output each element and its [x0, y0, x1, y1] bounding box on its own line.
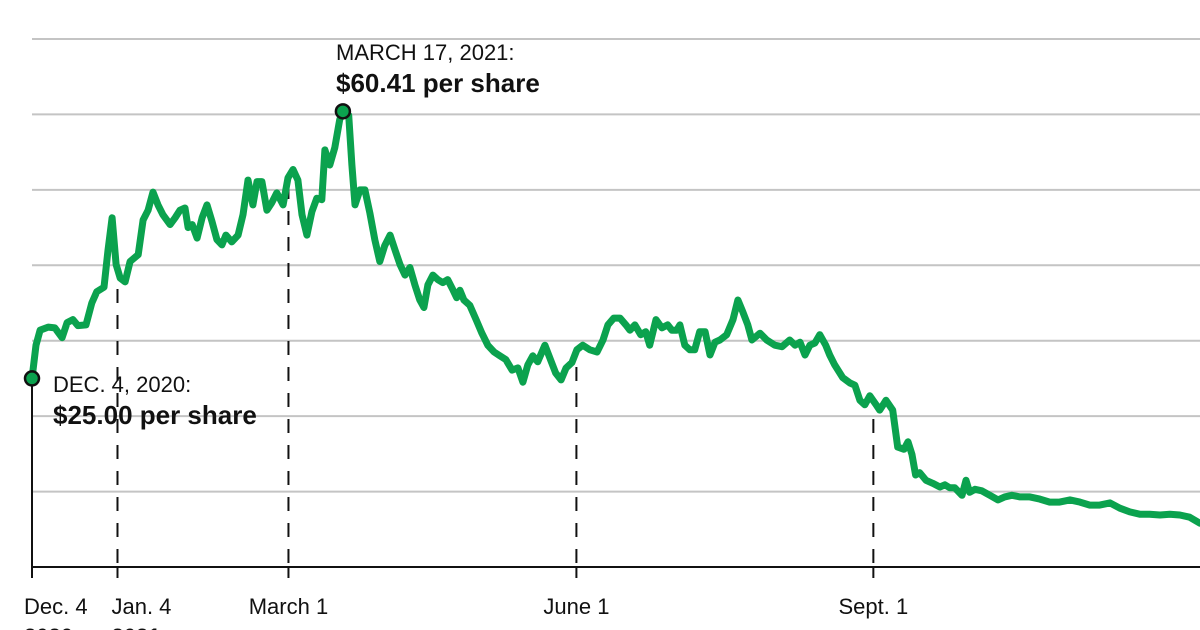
annotation-start-price: $25.00 per share [53, 400, 257, 430]
annotation-start-date: DEC. 4, 2020: [53, 372, 191, 397]
x-tick-label: March 1 [249, 594, 328, 619]
gridlines [32, 38, 1200, 493]
annotation-markers [23, 103, 352, 387]
annotation-dot [23, 370, 41, 387]
annotation-dot [334, 103, 352, 120]
x-tick-labels: Dec. 4 2020 Jan. 4 2021 March 1 June 1 Sept. 1 [24, 594, 908, 630]
x-tick-year: 2020 [24, 624, 73, 630]
x-tick-label: June 1 [543, 594, 609, 619]
price-line [28, 107, 1200, 527]
x-tick-label: Dec. 4 [24, 594, 88, 619]
annotation-peak-date: MARCH 17, 2021: [336, 40, 515, 65]
date-guide-lines [31, 187, 875, 567]
annotation-peak-price: $60.41 per share [336, 68, 540, 98]
x-tick-year: 2021 [111, 624, 160, 630]
x-axis [31, 566, 1200, 578]
x-tick-label: Jan. 4 [111, 594, 171, 619]
x-tick-label: Sept. 1 [838, 594, 908, 619]
